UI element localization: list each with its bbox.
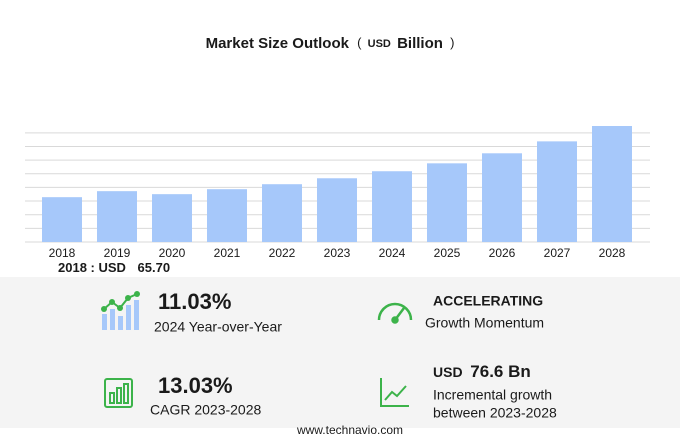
plot: 2018 2019 2020 2021 2022 2023 2024 2025 2026 2027…	[25, 126, 650, 260]
cagr-icon	[104, 378, 133, 408]
bar	[207, 189, 247, 242]
bar	[537, 141, 577, 242]
stat-value: USD 76.6 Bn	[433, 362, 531, 381]
stat-label: Growth Momentum	[425, 315, 544, 331]
bar	[152, 194, 192, 242]
stat-value: 11.03%	[158, 289, 231, 314]
x-tick-label: 2020	[159, 246, 186, 260]
x-tick-label: 2019	[104, 246, 131, 260]
stat-value: ACCELERATING	[433, 293, 543, 309]
stats-panel	[0, 277, 680, 428]
stat-label: between 2023-2028	[433, 405, 557, 421]
stat-unit: USD	[433, 364, 463, 380]
footer: www.technavio.com	[296, 423, 403, 437]
chart-title: Market Size Outlook ( USD Billion )	[206, 35, 455, 52]
title-paren: (	[357, 35, 362, 50]
bar	[372, 171, 412, 242]
stat-label: CAGR 2023-2028	[150, 402, 262, 418]
title-text: Market Size Outlook	[206, 35, 350, 52]
bar	[262, 184, 302, 242]
stat-value: 13.03%	[158, 373, 233, 398]
title-paren: )	[450, 35, 454, 50]
x-tick-label: 2023	[324, 246, 351, 260]
incremental-icon	[380, 378, 409, 407]
bar	[592, 126, 632, 242]
stat-label: Incremental growth	[433, 387, 552, 403]
x-tick-label: 2028	[599, 246, 626, 260]
stat-label: 2024 Year-over-Year	[154, 319, 282, 335]
bar	[482, 153, 522, 242]
yoy-icon	[101, 291, 140, 330]
title-currency: USD	[368, 38, 391, 50]
highlight: 2018 : USD 65.70	[58, 260, 170, 275]
x-tick-label: 2021	[214, 246, 241, 260]
momentum-icon	[377, 302, 413, 324]
x-tick-label: 2022	[269, 246, 296, 260]
bar	[97, 191, 137, 242]
x-tick-label: 2024	[379, 246, 406, 260]
highlight-label: 2018 : USD	[58, 260, 126, 275]
bar	[317, 178, 357, 242]
x-tick-label: 2018	[49, 246, 76, 260]
x-tick-label: 2026	[489, 246, 516, 260]
bar	[42, 197, 82, 242]
x-tick-label: 2027	[544, 246, 571, 260]
x-tick-label: 2025	[434, 246, 461, 260]
bar	[427, 163, 467, 242]
title-unit: Billion	[397, 35, 443, 52]
highlight-value: 65.70	[138, 260, 171, 275]
stat-number: 76.6 Bn	[470, 362, 530, 381]
